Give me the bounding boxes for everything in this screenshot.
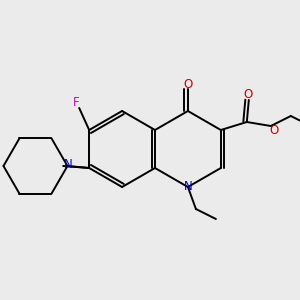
Text: N: N (64, 158, 73, 172)
Text: F: F (73, 97, 80, 110)
Text: O: O (183, 77, 193, 91)
Text: N: N (184, 181, 192, 194)
Text: O: O (243, 88, 252, 101)
Text: O: O (269, 124, 278, 137)
